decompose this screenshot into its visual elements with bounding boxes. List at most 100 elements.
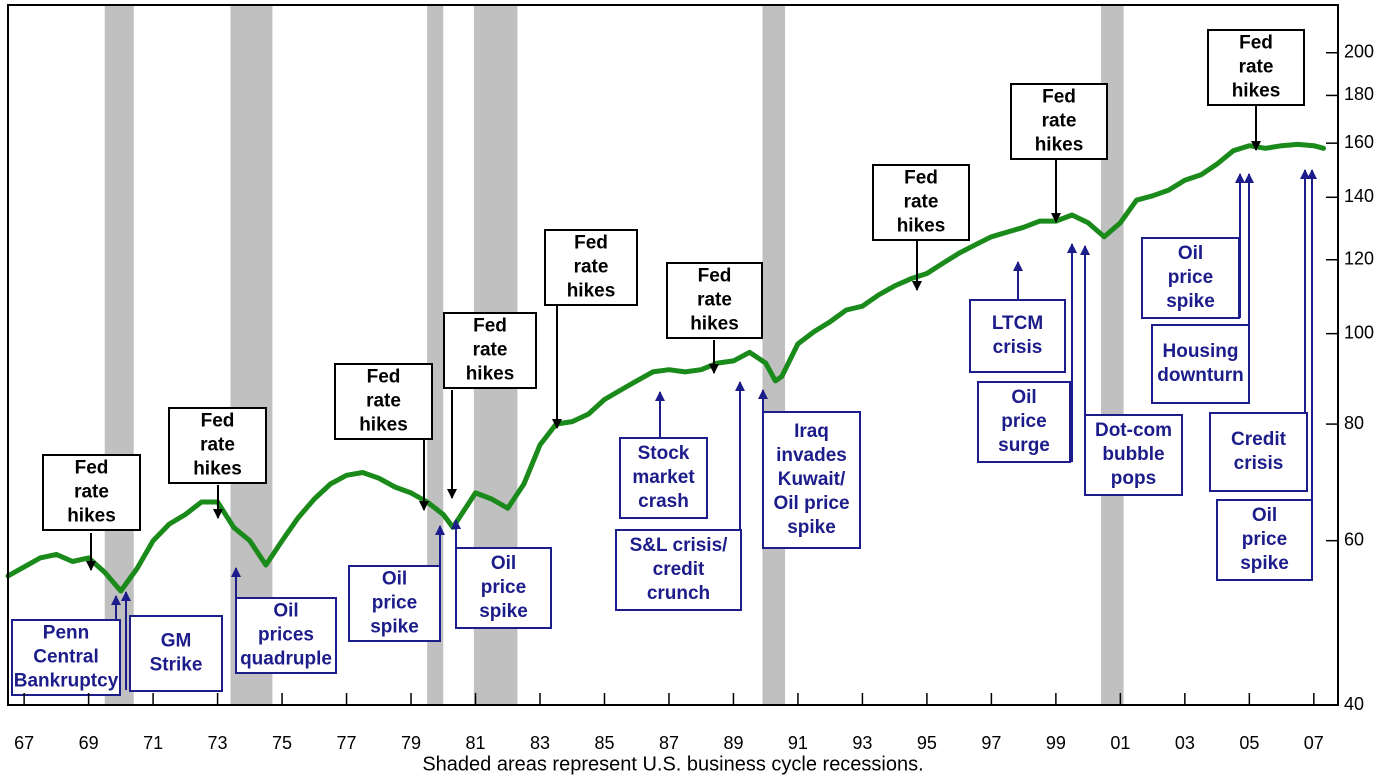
annotation-text: Oil <box>491 553 516 574</box>
annotation-box <box>1010 83 1108 160</box>
annotation-text: S&L crisis/ <box>630 535 729 556</box>
y-tick-label: 60 <box>1344 529 1364 549</box>
x-tick-label: 77 <box>337 733 357 753</box>
annotation-box <box>1216 499 1313 581</box>
x-tick-label: 93 <box>852 733 872 753</box>
annotation-text: hikes <box>193 459 242 480</box>
line-layer <box>5 141 1326 594</box>
y-tick-label: 40 <box>1344 694 1364 714</box>
x-tick-label: 95 <box>917 733 937 753</box>
y-tick-label: 180 <box>1344 84 1374 104</box>
annotation-text: market <box>632 467 695 488</box>
annotation-text: price <box>1242 529 1287 550</box>
annotation-text: spike <box>1166 291 1215 312</box>
annotation-text: rate <box>200 435 235 456</box>
annotation-text: Oil <box>1252 505 1277 526</box>
annotation-box <box>666 262 763 339</box>
annotation-text: Oil <box>273 601 298 622</box>
annotation-text: spike <box>1240 553 1289 574</box>
y-tick-label: 100 <box>1344 322 1374 342</box>
recession-band <box>762 5 786 705</box>
y-tick-label: 80 <box>1344 413 1364 433</box>
annotation-box <box>443 312 537 389</box>
annotation-box <box>1141 237 1240 319</box>
annotation-text: Penn <box>43 623 89 644</box>
annotation-text: rate <box>904 192 939 213</box>
annotation-text: rate <box>1042 111 1077 132</box>
annotation-text: Oil <box>1011 387 1036 408</box>
recession-band <box>104 5 134 705</box>
annotation-box <box>455 547 552 629</box>
annotation-text: downturn <box>1157 365 1244 386</box>
plot-frame <box>7 4 1339 706</box>
annotation-text: spike <box>787 517 836 538</box>
annotation-text: crash <box>638 491 689 512</box>
annotation-text: credit <box>653 559 705 580</box>
annotation-text: Fed <box>1042 87 1076 108</box>
annotation-text: rate <box>74 482 109 503</box>
annotation-box <box>42 454 141 531</box>
annotation-text: Fed <box>75 458 109 479</box>
x-tick-label: 83 <box>530 733 550 753</box>
annotation-text: rate <box>574 257 609 278</box>
annotation-text: crisis <box>993 337 1043 358</box>
x-tick-label: 07 <box>1304 733 1324 753</box>
x-tick-label: 89 <box>723 733 743 753</box>
annotation-text: Kuwait/ <box>778 469 846 490</box>
x-tick-label: 91 <box>788 733 808 753</box>
annotation-text: pops <box>1111 468 1156 489</box>
annotation-text: rate <box>366 391 401 412</box>
annotation-text: price <box>1168 267 1213 288</box>
annotation-text: hikes <box>1035 135 1084 156</box>
x-tick-label: 71 <box>143 733 163 753</box>
annotation-box <box>1207 29 1305 106</box>
annotation-text: price <box>372 593 417 614</box>
y-tick-label: 120 <box>1344 249 1374 269</box>
annotation-box <box>235 597 337 674</box>
annotation-text: price <box>1001 411 1046 432</box>
annotation-text: crunch <box>647 583 710 604</box>
annotation-text: surge <box>998 435 1050 456</box>
annotation-text: Fed <box>698 266 732 287</box>
annotation-text: rate <box>697 290 732 311</box>
annotation-text: hikes <box>897 216 946 237</box>
annotation-text: Fed <box>473 316 507 337</box>
x-tick-label: 81 <box>465 733 485 753</box>
caption: Shaded areas represent U.S. business cyc… <box>422 753 923 775</box>
annotation-text: price <box>481 577 526 598</box>
annotation-box <box>11 619 121 696</box>
annotation-box <box>615 529 742 611</box>
annotation-box <box>129 615 223 692</box>
annotation-text: invades <box>776 445 847 466</box>
annotation-text: LTCM <box>992 313 1043 334</box>
annotation-text: spike <box>479 601 528 622</box>
annotation-box <box>977 381 1071 463</box>
x-tick-label: 99 <box>1046 733 1066 753</box>
y-tick-label: 140 <box>1344 186 1374 206</box>
annotation-box <box>544 229 638 306</box>
annotation-box <box>1209 412 1308 492</box>
annotation-text: Oil price <box>773 493 849 514</box>
annotation-box <box>1151 324 1250 404</box>
annotation-text: Housing <box>1163 341 1239 362</box>
annotation-box <box>969 299 1066 373</box>
annotation-text: Fed <box>367 367 401 388</box>
annotation-text: Oil <box>1178 243 1203 264</box>
recession-band <box>1101 5 1124 705</box>
annotation-text: Bankruptcy <box>14 671 119 692</box>
index-line <box>5 141 1326 594</box>
x-tick-label: 97 <box>981 733 1001 753</box>
annotation-box <box>348 565 441 642</box>
x-tick-label: 79 <box>401 733 421 753</box>
annotation-text: spike <box>370 617 419 638</box>
annotation-text: hikes <box>359 415 408 436</box>
annotation-text: Credit <box>1231 429 1287 450</box>
annotation-text: hikes <box>466 364 515 385</box>
annotation-text: quadruple <box>240 649 332 670</box>
x-tick-label: 01 <box>1110 733 1130 753</box>
annotation-text: hikes <box>567 281 616 302</box>
x-tick-label: 03 <box>1175 733 1195 753</box>
x-tick-label: 69 <box>79 733 99 753</box>
